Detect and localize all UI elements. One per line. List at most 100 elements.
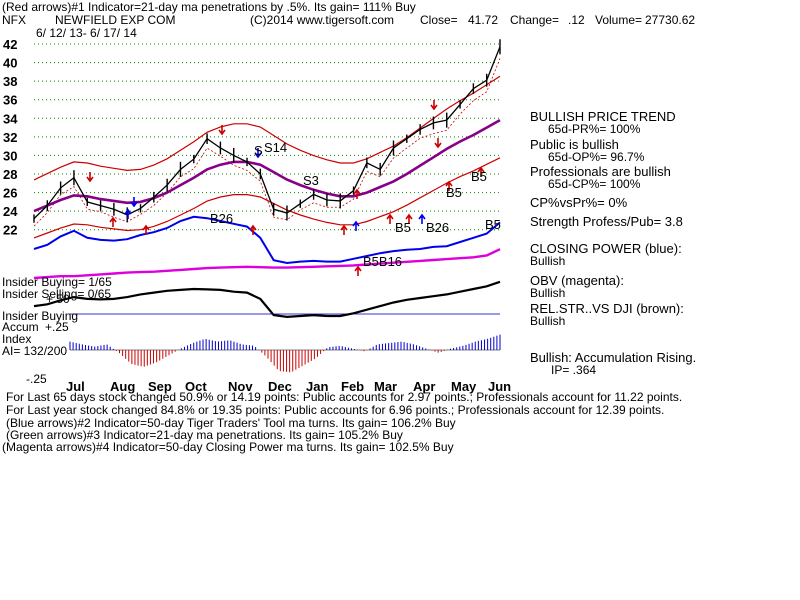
- signal-arrow: [405, 213, 413, 224]
- signal-arrow: [386, 213, 394, 224]
- price-panel: [33, 39, 501, 239]
- signal-arrow: [430, 100, 438, 111]
- public-title: Public is bullish: [530, 137, 619, 152]
- upper-band: [33, 75, 501, 181]
- closing-power-title: CLOSING POWER (blue):: [530, 241, 682, 256]
- month-label: Aug: [110, 379, 135, 394]
- date-range: 6/ 12/ 13- 6/ 17/ 14: [36, 26, 137, 40]
- cp-line: 65d-CP%= 100%: [548, 177, 641, 191]
- y-tick-label: 24: [3, 204, 18, 219]
- signal-arrow: [353, 188, 361, 199]
- change-label: Change=: [510, 13, 559, 27]
- moving-average: [33, 118, 501, 213]
- accum-tick-minus: -.25: [26, 372, 47, 386]
- signal-arrow: [340, 224, 348, 235]
- ip-value: IP= .364: [551, 363, 596, 377]
- y-tick-label: 32: [3, 130, 17, 145]
- y-tick-label: 28: [3, 167, 17, 182]
- closing-power-line: [33, 215, 501, 265]
- prof-title: Professionals are bullish: [530, 164, 671, 179]
- relstr-title: REL.STR..VS DJI (brown):: [530, 301, 684, 316]
- obv-line: [33, 248, 501, 280]
- rel-strength-line: [33, 280, 501, 319]
- month-label: May: [451, 379, 477, 394]
- accum-label: Accum: [2, 320, 39, 334]
- signal-arrow: [249, 224, 257, 235]
- y-tick-label: 34: [3, 111, 18, 126]
- ticker: NFX: [2, 13, 26, 27]
- insider-selling: Insider Selling= 0/65: [2, 287, 111, 301]
- signal-arrow: [445, 180, 453, 191]
- signal-arrow: [418, 213, 426, 224]
- month-axis: Jul Aug Sep Oct Nov Dec Jan Feb Mar Apr May Jun: [66, 379, 511, 394]
- indicator-panel: [33, 215, 501, 319]
- signal-arrow: [109, 216, 117, 227]
- signal-arrow: [352, 220, 360, 231]
- accumulation-histogram: [69, 313, 501, 373]
- signal-arrow: [254, 148, 262, 159]
- signal-label-b5b16: B5B16: [363, 254, 402, 269]
- signal-arrow: [130, 197, 138, 208]
- y-tick-label: 30: [3, 148, 17, 163]
- insider-buying-2: Insider Buying: [2, 309, 78, 323]
- signal-arrow: [354, 265, 362, 276]
- month-label: Oct: [185, 379, 207, 394]
- signal-label-b26a: B26: [210, 211, 233, 226]
- close-value: 41.72: [468, 13, 498, 27]
- change-value: .12: [568, 13, 585, 27]
- trend-title: BULLISH PRICE TREND: [530, 109, 676, 124]
- indicator-3-line: (Green arrows)#3 Indicator=21-day ma pen…: [6, 428, 403, 442]
- cpvspr-line: CP%vsPr%= 0%: [530, 195, 628, 210]
- pr-line: 65d-PR%= 100%: [548, 122, 641, 136]
- signal-label-s14: S14: [264, 140, 287, 155]
- month-label: Sep: [148, 379, 172, 394]
- close-label: Close=: [420, 13, 458, 27]
- month-label: Dec: [268, 379, 292, 394]
- signal-label-s3: S3: [303, 173, 319, 188]
- signal-arrow: [434, 138, 442, 149]
- inner-band: [33, 58, 501, 227]
- insider-buying: Insider Buying= 1/65: [2, 275, 112, 289]
- signal-arrow: [142, 224, 150, 235]
- y-tick-label: 36: [3, 93, 17, 108]
- price-y-axis: 22 24 26 28 30 32 34 36 38 40 42: [3, 37, 18, 238]
- ai-label: AI= 132/200: [2, 344, 67, 358]
- summary-year: For Last year stock changed 84.8% or 19.…: [6, 403, 664, 417]
- volume-label: Volume=: [595, 13, 642, 27]
- accum-tick-plus: +.25: [45, 320, 69, 334]
- signal-arrow: [477, 166, 485, 177]
- month-label: Feb: [341, 379, 364, 394]
- company-name: NEWFIELD EXP COM: [55, 13, 175, 27]
- y-tick-label: 22: [3, 223, 17, 238]
- y-tick-label: 26: [3, 186, 17, 201]
- accum-title: Bullish: Accumulation Rising.: [530, 350, 696, 365]
- signal-label-b26b: B26: [426, 220, 449, 235]
- price-line: [33, 46, 501, 220]
- volume-value: 27730.62: [645, 13, 695, 27]
- signal-label-s: S: [254, 143, 263, 158]
- month-label: Jan: [306, 379, 328, 394]
- lower-band: [33, 157, 501, 239]
- relstr-value: Bullish: [530, 314, 565, 328]
- obv-value: Bullish: [530, 286, 565, 300]
- closing-power-value: Bullish: [530, 254, 565, 268]
- plus-50-tick: +.50: [46, 292, 70, 306]
- indicator-2-line: (Blue arrows)#2 Indicator=50-day Tiger T…: [6, 416, 456, 430]
- signal-arrows: [86, 100, 485, 276]
- obv-title: OBV (magenta):: [530, 273, 624, 288]
- signal-label-b5c: B5: [471, 169, 487, 184]
- month-label: Nov: [228, 379, 253, 394]
- y-tick-label: 42: [3, 37, 17, 52]
- month-label: Jul: [66, 379, 85, 394]
- price-grid: [34, 43, 500, 231]
- signal-arrow: [218, 125, 226, 136]
- signal-arrow: [124, 208, 132, 219]
- indicator-4-line: (Magenta arrows)#4 Indicator=50-day Clos…: [2, 440, 454, 454]
- month-label: Apr: [413, 379, 435, 394]
- index-label: Index: [2, 332, 31, 346]
- summary-65-days: For Last 65 days stock changed 50.9% or …: [6, 390, 682, 404]
- signal-label-b5d: B5: [485, 217, 501, 232]
- month-label: Mar: [374, 379, 397, 394]
